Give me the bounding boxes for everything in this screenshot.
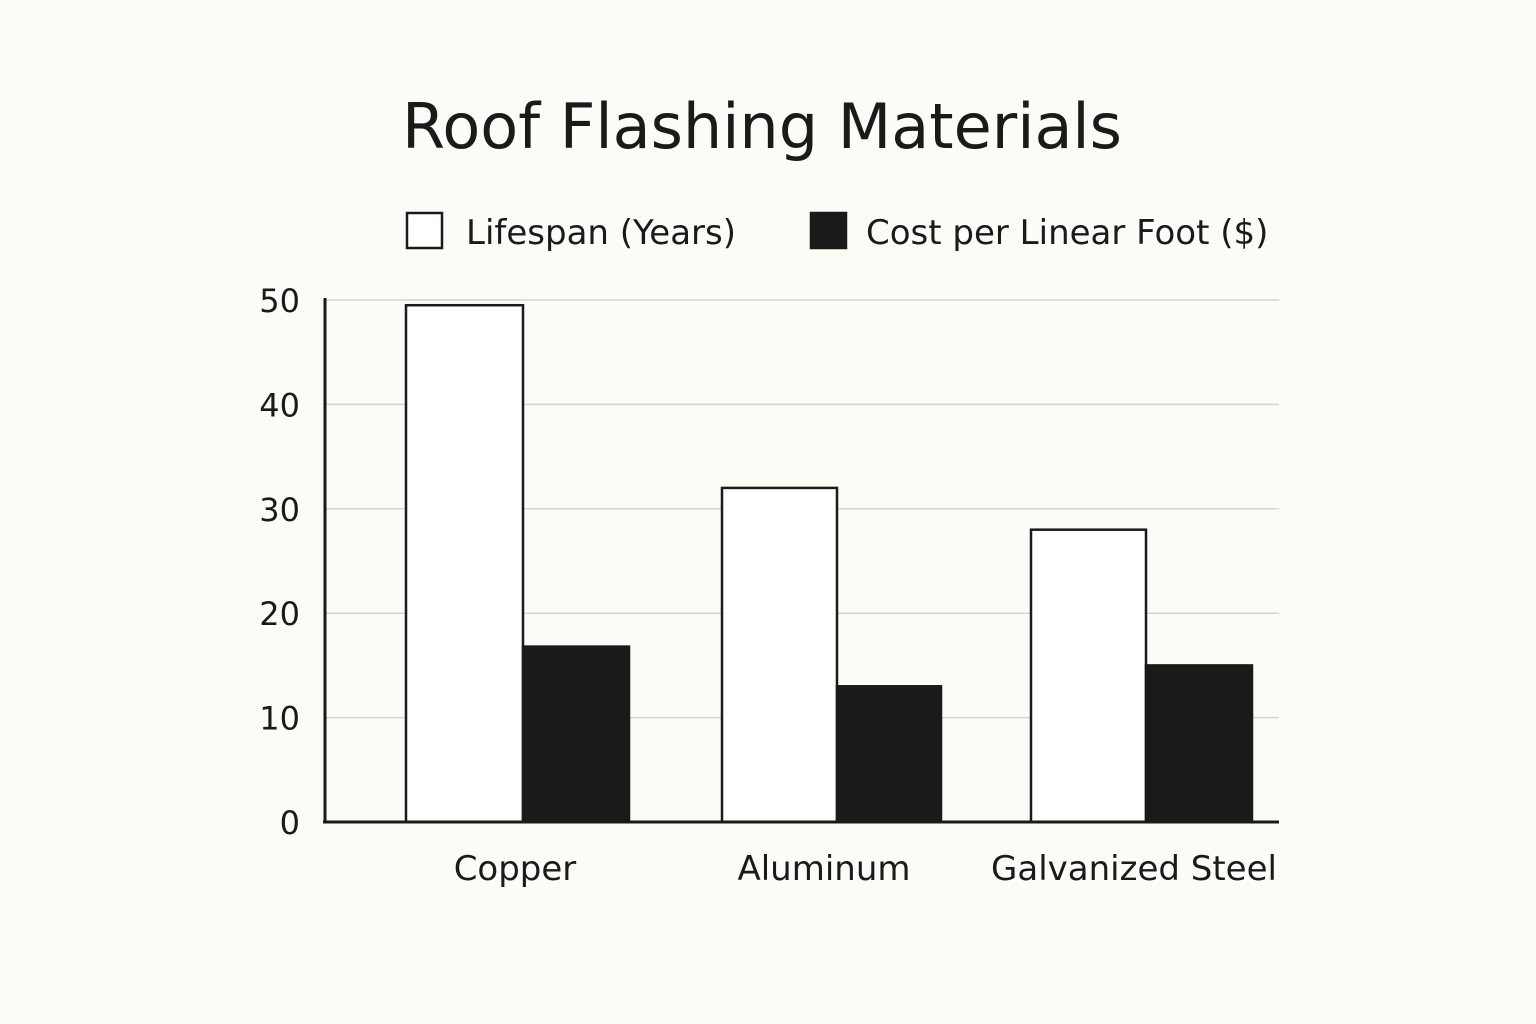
y-axis-ticks: 0 10 20 30 40 50: [259, 282, 300, 842]
legend-swatch-cost: [809, 211, 848, 250]
chart-title: Roof Flashing Materials: [402, 90, 1122, 163]
y-tick-label: 0: [280, 804, 300, 842]
legend-label-lifespan: Lifespan (Years): [466, 213, 736, 253]
legend-swatch-lifespan: [405, 211, 444, 250]
y-tick-label: 10: [259, 700, 300, 738]
bars: [404, 303, 1254, 824]
category-label-copper: Copper: [454, 849, 577, 889]
category-label-galvanized-steel: Galvanized Steel: [991, 849, 1277, 889]
bar-copper-cost: [521, 645, 631, 824]
axes: [323, 298, 1279, 824]
bar-aluminum-cost: [835, 685, 943, 824]
y-tick-label: 30: [259, 491, 300, 529]
y-tick-label: 40: [259, 386, 300, 424]
y-tick-label: 20: [259, 595, 300, 633]
legend: Lifespan (Years) Cost per Linear Foot ($…: [405, 211, 1268, 253]
bar-galvanized-steel-cost: [1144, 664, 1254, 824]
legend-label-cost: Cost per Linear Foot ($): [866, 213, 1268, 253]
x-axis-categories: Copper Aluminum Galvanized Steel: [454, 849, 1277, 889]
category-label-aluminum: Aluminum: [737, 849, 910, 889]
bar-copper-lifespan: [404, 303, 525, 824]
bar-aluminum-lifespan: [720, 486, 839, 824]
bar-galvanized-steel-lifespan: [1029, 528, 1148, 824]
y-tick-label: 50: [259, 282, 300, 320]
